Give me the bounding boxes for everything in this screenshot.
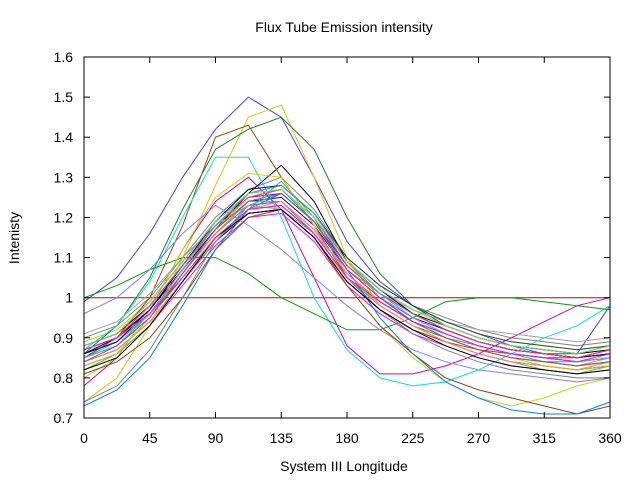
x-tick-label: 90 [208,430,224,446]
y-tick-label: 1 [65,290,73,306]
series-line-27 [83,200,611,371]
x-tick-label: 270 [467,430,491,446]
x-tick-label: 225 [401,430,425,446]
series-line-19 [83,156,611,387]
y-tick-label: 1.3 [54,169,74,185]
series-line-21 [83,257,611,331]
x-tick-label: 0 [80,430,88,446]
x-tick-label: 360 [598,430,622,446]
series-line-24 [83,208,611,415]
y-tick-label: 1.4 [54,129,74,145]
series-line-38 [83,204,611,363]
x-axis-label: System III Longitude [280,458,408,474]
series-line-23 [83,204,611,383]
y-tick-label: 0.7 [54,410,74,426]
y-tick-label: 0.9 [54,330,74,346]
y-tick-label: 1.6 [54,49,74,65]
y-tick-label: 1.1 [54,250,74,266]
series-line-33 [83,188,611,359]
x-tick-label: 315 [533,430,557,446]
series-line-36 [83,188,611,355]
x-tick-label: 45 [142,430,158,446]
series-layer [83,96,611,415]
y-axis-label: Intenisty [6,212,22,264]
series-line-37 [83,208,611,375]
y-tick-label: 1.5 [54,89,74,105]
x-tick-label: 180 [335,430,359,446]
ticks-layer: 0 45 90 135 180 225 270 315 360 0.7 0.8 0.9 1 1.1 1.2 1… [54,49,622,446]
y-tick-label: 0.8 [54,370,74,386]
chart-title: Flux Tube Emission intensity [255,19,432,35]
y-tick-label: 1.2 [54,209,74,225]
series-line-35 [83,192,611,367]
x-tick-label: 135 [270,430,294,446]
